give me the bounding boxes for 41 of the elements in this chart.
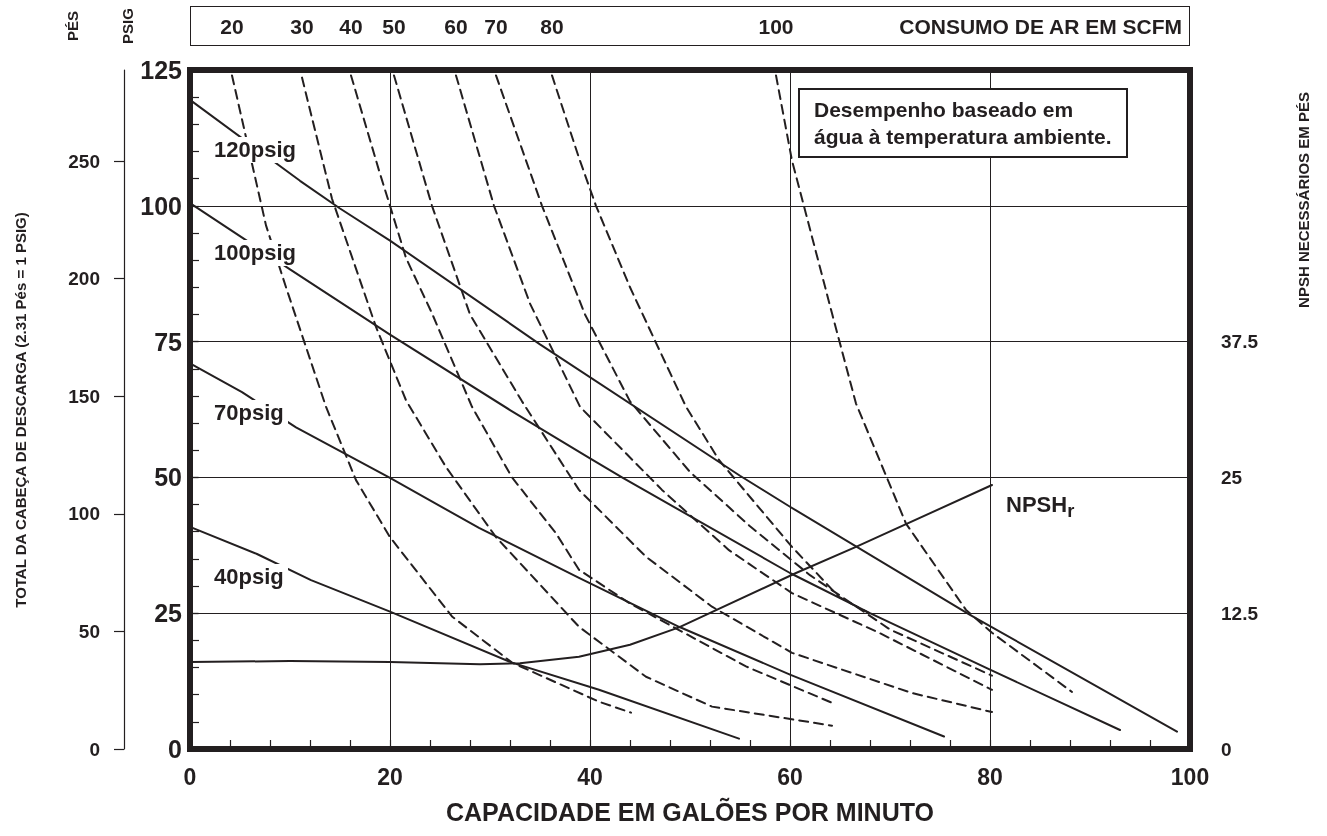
note-box: Desempenho baseado em água à temperatura ambiente. bbox=[798, 88, 1128, 158]
x-axis-title: CAPACIDADE EM GALÕES POR MINUTO bbox=[446, 797, 934, 827]
y3-tick-label: 100 bbox=[68, 503, 100, 525]
x-tick-label: 100 bbox=[1170, 763, 1210, 790]
series-label: 100psig bbox=[210, 240, 300, 267]
series-label: 70 bbox=[484, 15, 508, 39]
series-label: 40 bbox=[339, 15, 363, 39]
y-tick-label: 50 bbox=[154, 463, 182, 492]
y3-tick-label: 200 bbox=[68, 268, 100, 290]
y3-tick-label: 150 bbox=[68, 385, 100, 407]
y2-tick-label: 37.5 bbox=[1221, 331, 1259, 353]
series-label: 70psig bbox=[210, 400, 288, 427]
series-label: 120psig bbox=[210, 136, 300, 163]
series-label: 20 bbox=[220, 15, 244, 39]
y2-tick-label: 25 bbox=[1221, 466, 1243, 488]
series-label: 100 bbox=[758, 15, 794, 39]
series-label: 40psig bbox=[210, 563, 288, 590]
y2-tick-label: 0 bbox=[1221, 738, 1232, 760]
y-tick-label: 100 bbox=[140, 191, 182, 220]
y3-tick-label: 0 bbox=[89, 738, 100, 760]
series-label: 50 bbox=[382, 15, 406, 39]
x-tick-label: 40 bbox=[577, 763, 603, 790]
y3-tick-label: 50 bbox=[78, 620, 100, 642]
y-axis-title: PSIG bbox=[118, 8, 136, 44]
y2-tick-label: 12.5 bbox=[1221, 602, 1259, 624]
x-tick-label: 80 bbox=[977, 763, 1003, 790]
x-tick-label: 60 bbox=[777, 763, 803, 790]
series-label: 80 bbox=[540, 15, 564, 39]
y-tick-label: 0 bbox=[168, 735, 182, 763]
series-label: NPSH$_{r}$ bbox=[1006, 491, 1075, 523]
y-tick-label: 75 bbox=[154, 327, 183, 356]
series-label: 30 bbox=[290, 15, 314, 39]
y-tick-label: 25 bbox=[154, 599, 183, 628]
y3-tick-label: 250 bbox=[68, 150, 100, 172]
x-tick-label: 20 bbox=[377, 763, 403, 790]
text: CONSUMO DE AR EM SCFM bbox=[899, 15, 1182, 39]
y2-axis-title: NPSH NECESSÁRIOS EM PÉS bbox=[1294, 92, 1312, 308]
text: TOTAL DA CABEÇA DE DESCARGA (2.31 Pés = 1 PSIG) bbox=[11, 211, 29, 608]
y3-axis-title: PÉS bbox=[63, 10, 81, 42]
y-tick-label: 125 bbox=[140, 56, 183, 84]
series-label: 60 bbox=[444, 15, 468, 39]
